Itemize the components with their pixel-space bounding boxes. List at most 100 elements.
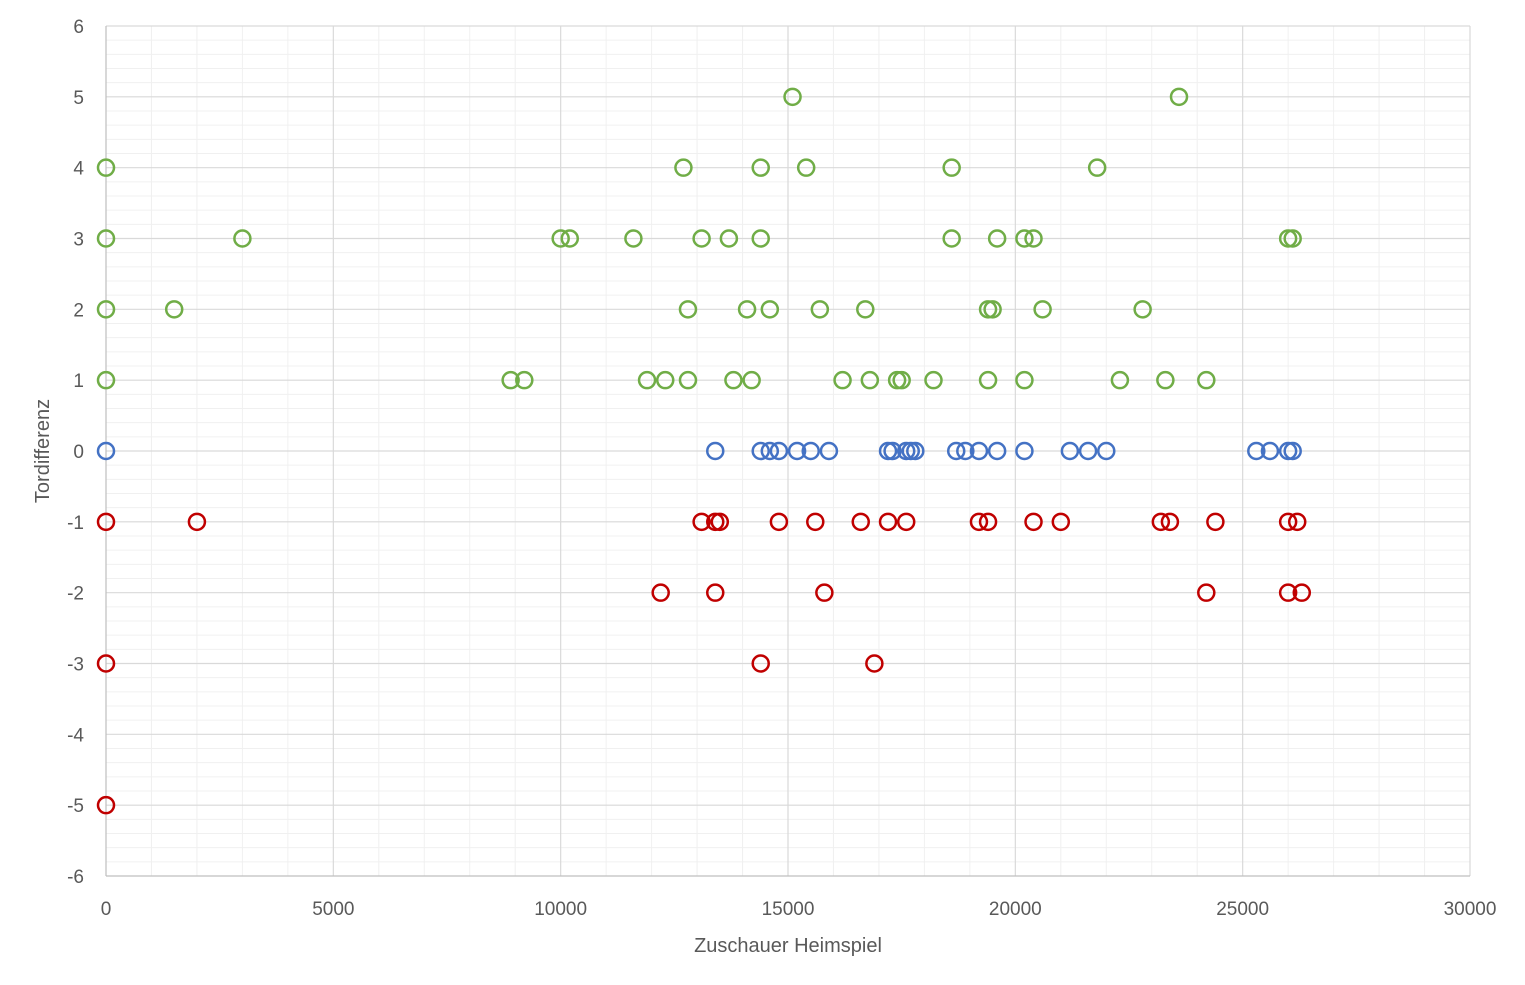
data-point [96, 441, 116, 461]
data-point [1206, 512, 1225, 532]
data-point [1260, 441, 1280, 461]
data-point [856, 300, 875, 319]
data-point [819, 441, 839, 461]
data-point [710, 512, 730, 532]
data-point [1097, 441, 1116, 461]
y-tick-label: 1 [73, 371, 84, 392]
data-point [551, 229, 570, 248]
y-axis-title: Tordifferenz [32, 399, 54, 503]
data-point [651, 583, 670, 602]
data-point [742, 370, 761, 390]
x-tick-label: 0 [101, 899, 112, 920]
data-point [1110, 370, 1130, 390]
data-point [96, 300, 116, 319]
data-point [96, 229, 116, 248]
y-tick-label: 3 [73, 230, 84, 251]
data-point [1087, 158, 1107, 177]
data-point [96, 654, 116, 673]
data-point [96, 370, 116, 390]
data-point [1283, 441, 1302, 461]
data-point [737, 300, 757, 319]
data-point [969, 441, 989, 461]
data-point [760, 441, 780, 461]
data-point [851, 512, 870, 532]
data-point [883, 441, 902, 461]
y-tick-label: 6 [73, 17, 84, 38]
data-point [637, 370, 657, 390]
data-point [865, 654, 884, 673]
data-point [692, 512, 711, 532]
data-point [760, 300, 780, 319]
data-point [978, 512, 998, 532]
y-tick-label: -1 [67, 513, 84, 534]
data-point [1287, 512, 1307, 532]
y-tick-label: 2 [73, 300, 84, 321]
data-point [892, 370, 911, 390]
data-point [787, 441, 807, 461]
data-point [751, 158, 770, 177]
x-tick-label: 10000 [534, 899, 587, 920]
data-point [1024, 229, 1043, 248]
data-point [878, 512, 898, 532]
y-tick-label: 5 [73, 88, 84, 109]
data-point [1283, 229, 1302, 248]
data-point [724, 370, 743, 390]
data-point [1169, 87, 1189, 107]
y-tick-label: 4 [73, 159, 84, 180]
data-points [96, 87, 1312, 815]
data-point [833, 370, 852, 390]
x-tick-label: 5000 [312, 899, 354, 920]
data-point [969, 512, 989, 532]
data-point [987, 441, 1007, 461]
data-point [624, 229, 643, 248]
data-point [655, 370, 675, 390]
data-point [806, 512, 825, 532]
data-point [1060, 441, 1080, 461]
data-point [815, 583, 834, 602]
data-point [1015, 229, 1034, 248]
data-point [942, 158, 961, 177]
y-tick-label: -4 [67, 725, 84, 746]
data-point [1078, 441, 1098, 461]
data-point [164, 300, 184, 319]
x-tick-label: 25000 [1216, 899, 1269, 920]
data-point [96, 795, 116, 815]
data-point [692, 229, 711, 248]
data-point [1278, 512, 1298, 532]
data-point [1292, 583, 1312, 602]
x-tick-label: 20000 [989, 899, 1042, 920]
data-point [1033, 300, 1052, 319]
data-point [719, 229, 739, 248]
data-point [1024, 512, 1043, 532]
tick-labels: 0 5000 10000 15000 20000 25000 30000 6 5 4 3 2 1 0 -1 -… [67, 17, 1496, 920]
data-point [896, 512, 916, 532]
axes [105, 26, 1470, 877]
data-point [751, 441, 770, 461]
data-point [978, 370, 998, 390]
data-point [515, 370, 534, 390]
data-point [751, 654, 770, 673]
data-point [501, 370, 520, 390]
data-point [860, 370, 880, 390]
x-tick-label: 30000 [1444, 899, 1497, 920]
data-point [1247, 441, 1266, 461]
data-point [942, 229, 961, 248]
data-point [769, 512, 789, 532]
data-point [678, 370, 698, 390]
data-point [1015, 441, 1034, 461]
data-point [751, 229, 770, 248]
data-point [1197, 583, 1216, 602]
data-point [678, 300, 698, 319]
y-tick-label: -2 [67, 584, 84, 605]
data-point [924, 370, 943, 390]
data-point [769, 441, 789, 461]
x-tick-label: 15000 [762, 899, 815, 920]
data-point [96, 512, 116, 532]
data-point [946, 441, 966, 461]
data-point [560, 229, 580, 248]
data-point [1160, 512, 1180, 532]
data-point [1015, 370, 1034, 390]
data-point [1156, 370, 1175, 390]
data-point [956, 441, 975, 461]
